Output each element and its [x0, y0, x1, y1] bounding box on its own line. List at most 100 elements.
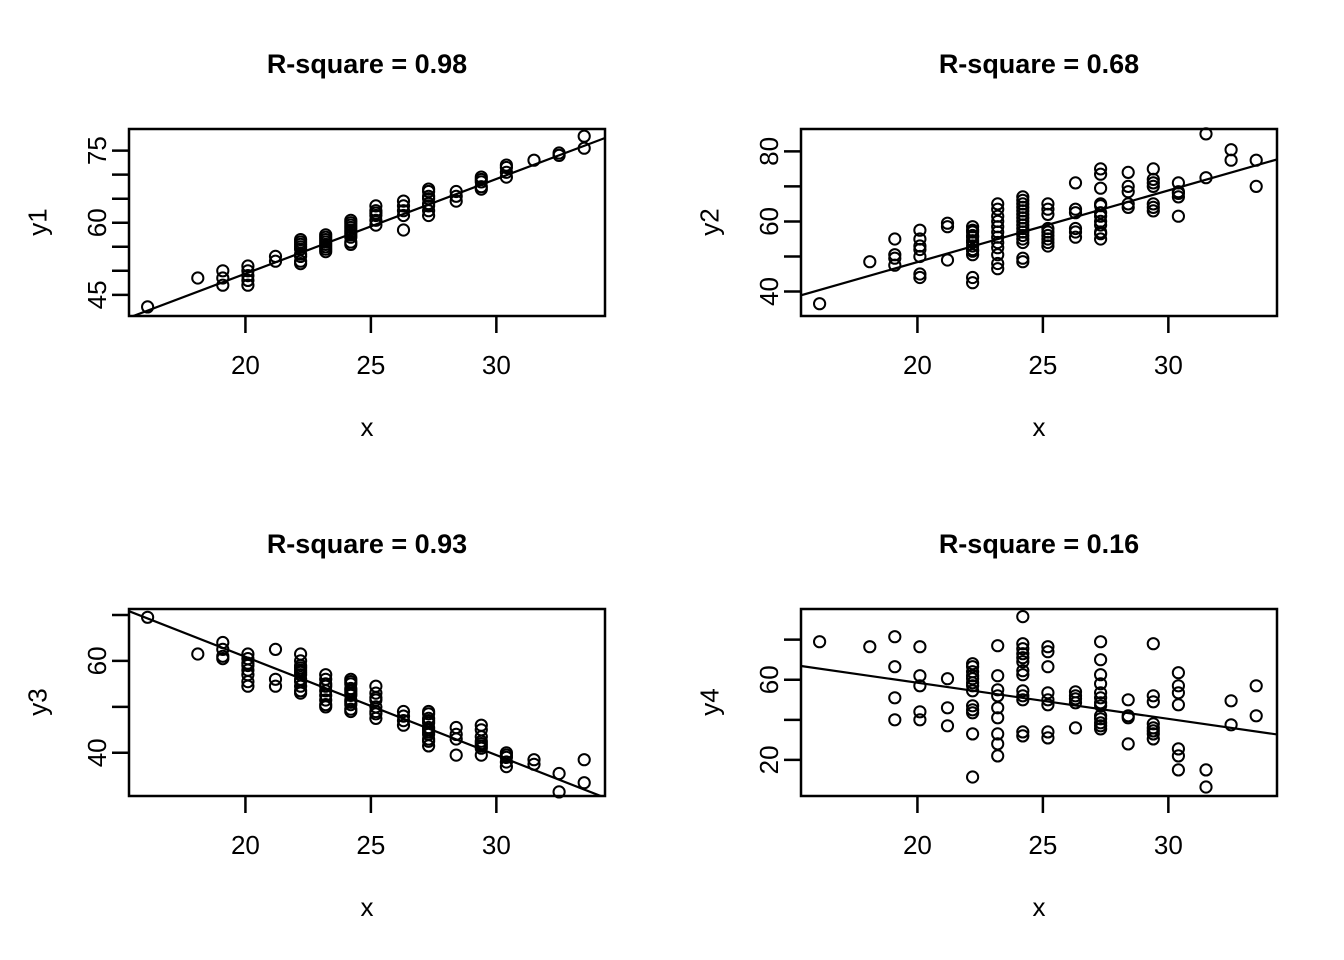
scatter-point: [991, 639, 1005, 653]
scatter-point: [241, 273, 255, 287]
y-tick-label: 60: [82, 646, 112, 675]
scatter-point: [1094, 167, 1108, 181]
scatter-point: [1121, 200, 1135, 214]
scatter-point: [422, 739, 436, 753]
scatter-point: [1016, 651, 1030, 665]
scatter-point: [216, 635, 230, 650]
x-tick-label: 30: [1154, 350, 1183, 380]
scatter-point: [422, 707, 436, 721]
scatter-point: [449, 732, 463, 746]
scatter-point: [216, 278, 230, 292]
scatter-point: [913, 242, 927, 257]
scatter-point: [940, 719, 955, 733]
scatter-point: [1121, 197, 1135, 211]
y-tick-label: 40: [82, 738, 112, 767]
scatter-point: [966, 727, 980, 741]
scatter-point: [1016, 693, 1030, 707]
scatter-point: [1041, 660, 1055, 674]
scatter-point: [966, 239, 980, 253]
scatter-point: [991, 683, 1005, 697]
scatter-point: [1121, 737, 1135, 751]
scatter-point: [913, 267, 927, 281]
y-tick-label: 40: [754, 277, 784, 306]
x-axis-label: x: [1032, 412, 1046, 442]
x-tick-label: 30: [482, 350, 511, 380]
scatter-point: [396, 714, 411, 728]
scatter-point: [1094, 232, 1108, 246]
scatter-point: [396, 199, 411, 213]
scatter-point: [499, 165, 513, 179]
scatter-point: [991, 202, 1005, 216]
scatter-point: [1199, 763, 1213, 777]
panel-title: R-square = 0.68: [938, 49, 1140, 79]
scatter-point: [1016, 647, 1030, 661]
scatter-point: [216, 652, 230, 666]
scatter-point: [888, 251, 902, 265]
scatter-point: [1016, 655, 1030, 669]
scatter-point: [1146, 732, 1160, 746]
scatter-point: [1199, 171, 1213, 185]
scatter-point: [344, 237, 358, 251]
scatter-point: [991, 248, 1005, 262]
scatter-point: [1094, 206, 1108, 220]
scatter-point: [294, 686, 308, 700]
scatter-point: [369, 686, 383, 700]
scatter-point: [552, 148, 566, 162]
scatter-point: [888, 232, 902, 246]
scatter-point: [552, 785, 566, 799]
scatter-point: [241, 675, 255, 689]
scatter-point: [1224, 718, 1238, 732]
scatter-point: [940, 216, 955, 230]
scatter-point: [527, 757, 541, 771]
scatter-point: [268, 249, 283, 263]
scatter-plot-y1: 20 25 30 45 60 75: [82, 127, 607, 380]
scatter-point: [344, 688, 358, 702]
scatter-point: [449, 748, 463, 762]
scatter-point: [991, 669, 1005, 683]
scatter-point: [577, 753, 591, 767]
scatter-point: [1121, 711, 1135, 725]
scatter-point: [1041, 207, 1055, 221]
scatter-point: [1068, 206, 1083, 220]
scatter-point: [577, 129, 591, 143]
scatter-point: [1094, 209, 1108, 223]
y-axis-label: y4: [694, 688, 725, 716]
scatter-point: [344, 230, 358, 244]
scatter-point: [1094, 218, 1108, 232]
scatter-point: [449, 727, 463, 741]
scatter-point: [369, 213, 383, 227]
scatter-point: [319, 684, 333, 698]
y-axis-label: y2: [694, 208, 725, 236]
scatter-point: [268, 672, 283, 686]
scatter-point: [294, 679, 308, 693]
scatter-point: [991, 241, 1005, 255]
scatter-point: [966, 248, 980, 262]
scatter-point: [1041, 725, 1055, 739]
scatter-point: [966, 706, 980, 720]
scatter-point: [1171, 686, 1185, 700]
scatter-point: [319, 700, 333, 714]
scatter-point: [1041, 235, 1055, 250]
scatter-point: [888, 630, 902, 644]
scatter-point: [1016, 689, 1030, 703]
x-axis-label: x: [360, 412, 374, 442]
scatter-point: [1249, 709, 1263, 723]
x-tick-label: 20: [231, 350, 260, 380]
scatter-point: [1094, 722, 1108, 736]
scatter-point: [1121, 693, 1135, 707]
scatter-point: [1068, 202, 1083, 216]
regression-line: [801, 664, 1277, 736]
scatter-point: [966, 235, 980, 250]
scatter-point: [552, 766, 566, 781]
scatter-point: [991, 235, 1005, 250]
scatter-point: [1121, 179, 1135, 193]
scatter-point: [1146, 689, 1160, 703]
scatter-point: [1041, 239, 1055, 253]
scatter-point: [1094, 162, 1108, 176]
scatter-point: [913, 705, 927, 719]
scatter-point: [1016, 729, 1030, 743]
plot-box: [799, 607, 1279, 798]
scatter-point: [396, 718, 411, 732]
panel-title: R-square = 0.16: [938, 529, 1140, 559]
scatter-point: [940, 672, 955, 686]
